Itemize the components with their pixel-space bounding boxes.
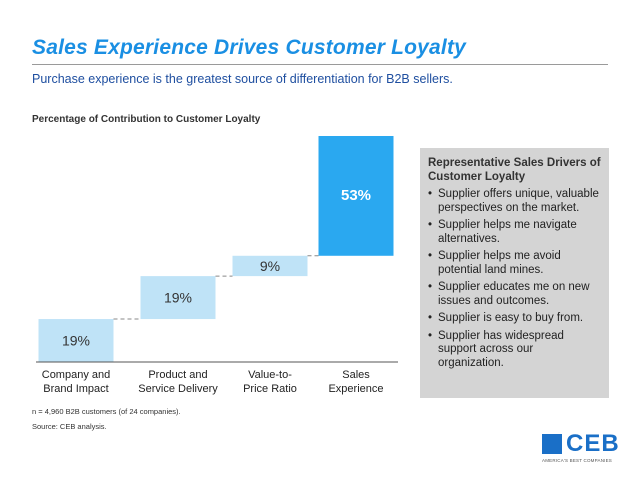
sidebar-list-item: • Supplier helps me navigate alternatives… (428, 219, 602, 246)
logo-tagline: AMERICA'S BEST COMPANIES (542, 458, 613, 463)
footnote: n = 4,960 B2B customers (of 24 companies… (32, 407, 181, 416)
x-tick-label: Company and (42, 369, 111, 381)
sidebar-item-text: Supplier has widespread support across o… (438, 329, 564, 369)
page-title: Sales Experience Drives Customer Loyalty (32, 36, 467, 59)
logo-text: CEB (566, 430, 620, 457)
sidebar-item-text: Supplier helps me navigate alternatives. (438, 219, 577, 245)
bullet-icon: • (428, 329, 433, 342)
sidebar-list-item: • Supplier is easy to buy from. (428, 312, 602, 326)
title-divider (32, 64, 608, 65)
waterfall-bar (140, 276, 216, 320)
sidebar-list-item: • Supplier educates me on new issues and … (428, 281, 602, 308)
waterfall-bar (232, 255, 308, 277)
sidebar-heading: Representative Sales Drivers of Customer… (428, 157, 601, 183)
sidebar-item-text: Supplier is easy to buy from. (438, 312, 584, 324)
x-tick-label: Product and (148, 369, 207, 381)
sidebar-list: • Supplier offers unique, valuable perspe… (428, 188, 602, 370)
bar-value-label: 9% (260, 258, 280, 274)
bullet-icon: • (428, 312, 433, 324)
bar-value-label: 19% (62, 333, 90, 349)
x-tick-label: Brand Impact (43, 383, 108, 395)
bullet-icon: • (428, 281, 433, 293)
ceb-logo: CEB AMERICA'S BEST COMPANIES (540, 430, 620, 472)
sidebar-list-item: • Supplier has widespread support across … (428, 330, 602, 371)
x-tick-label: Sales (342, 369, 370, 381)
sidebar-list-item: • Supplier helps me avoid potential land … (428, 250, 602, 277)
x-tick-label: Value-to- (248, 369, 292, 381)
x-tick-label: Price Ratio (243, 383, 297, 395)
sidebar-item-text: Supplier educates me on new issues and o… (438, 281, 590, 307)
logo-icon (542, 434, 562, 454)
source-note: Source: CEB analysis. (32, 422, 107, 431)
bullet-icon: • (428, 219, 433, 231)
page-subtitle: Purchase experience is the greatest sour… (32, 72, 453, 86)
x-tick-label: Experience (328, 383, 383, 395)
waterfall-bar (38, 319, 114, 362)
bar-value-label: 19% (164, 290, 192, 306)
chart-title: Percentage of Contribution to Customer L… (32, 114, 261, 125)
x-tick-label: Service Delivery (138, 383, 218, 395)
sidebar-list-item: • Supplier offers unique, valuable perspe… (428, 188, 602, 215)
bar-value-label: 53% (341, 187, 371, 204)
sidebar-item-text: Supplier offers unique, valuable perspec… (438, 188, 599, 214)
waterfall-chart: 19% 19% 9% 53% Company and Brand Impact Produc… (36, 136, 398, 395)
sidebar-item-text: Supplier helps me avoid potential land m… (438, 250, 561, 276)
bullet-icon: • (428, 188, 433, 200)
sidebar-panel: Representative Sales Drivers of Customer… (420, 148, 609, 398)
bullet-icon: • (428, 250, 433, 262)
waterfall-bar (318, 136, 394, 256)
